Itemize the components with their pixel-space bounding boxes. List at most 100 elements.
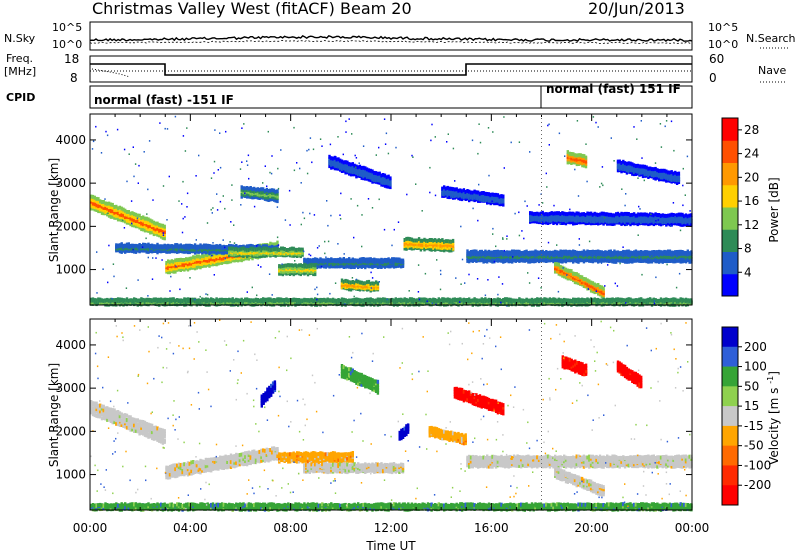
echo-cell <box>193 259 197 264</box>
echo-cell <box>367 262 371 267</box>
echo-cell <box>462 195 466 200</box>
echo-cell <box>665 169 668 174</box>
echo-cell <box>365 284 369 289</box>
echo-cell <box>97 297 100 302</box>
echo-cell <box>539 218 543 223</box>
cpid-panel <box>89 85 693 109</box>
echo-cell <box>629 217 632 222</box>
echo-cell <box>365 280 369 285</box>
echo-cell <box>387 298 390 303</box>
echo-cell <box>342 160 345 165</box>
echo-cell <box>271 194 274 199</box>
echo-cell <box>348 259 351 264</box>
echo-cell <box>593 290 596 295</box>
echo-cell <box>597 249 600 254</box>
echo-cell <box>618 251 621 256</box>
echo-cell <box>665 214 668 218</box>
echo-cell <box>118 243 122 248</box>
echo-cell <box>582 277 586 281</box>
echo-cell <box>272 247 276 252</box>
echo-cell <box>378 180 381 185</box>
echo-cell <box>107 210 111 215</box>
echo-cell <box>441 186 444 191</box>
echo-cell <box>589 288 593 293</box>
echo-cell <box>412 242 415 247</box>
echo-cell <box>303 257 306 262</box>
echo-cell <box>369 178 372 183</box>
echo-cell <box>364 169 367 174</box>
echo-cell <box>355 285 358 290</box>
echo-cell <box>263 253 267 258</box>
echo-cell <box>242 192 245 197</box>
echo-cell <box>344 160 347 165</box>
echo-cell <box>99 199 102 204</box>
echo-cell <box>335 263 338 268</box>
echo-cell <box>269 197 272 202</box>
echo-cell <box>672 213 675 217</box>
echo-cell <box>271 188 274 193</box>
echo-cell <box>443 192 446 197</box>
echo-cell <box>564 214 568 219</box>
echo-cell <box>133 212 136 217</box>
echo-cell <box>670 212 673 217</box>
echo-cell <box>591 281 595 286</box>
echo-cell <box>385 184 388 189</box>
echo-cell <box>568 154 571 159</box>
echo-cell <box>159 297 163 302</box>
echo-cell <box>589 283 593 288</box>
echo-cell <box>168 270 172 275</box>
echo-cell <box>563 270 566 275</box>
echo-cell <box>100 207 104 212</box>
echo-cell <box>204 258 208 263</box>
echo-cell <box>634 255 638 259</box>
echo-cell <box>679 257 682 262</box>
echo-cell <box>403 238 406 242</box>
echo-cell <box>487 254 491 259</box>
echo-cell <box>163 224 166 229</box>
echo-cell <box>279 251 283 256</box>
echo-cell <box>328 261 331 266</box>
echo-cell <box>466 298 469 302</box>
echo-cell <box>256 247 259 252</box>
echo-cell <box>339 158 342 163</box>
echo-cell <box>172 244 175 249</box>
echo-cell <box>620 211 623 216</box>
echo-cell <box>496 256 500 261</box>
echo-cell <box>650 173 654 177</box>
echo-cell <box>656 213 659 217</box>
echo-cell <box>552 221 555 225</box>
echo-cell <box>663 213 666 218</box>
echo-cell <box>518 252 521 257</box>
echo-cell <box>183 265 186 270</box>
echo-cell <box>115 213 118 218</box>
echo-cell <box>131 217 134 222</box>
echo-cell <box>271 242 274 247</box>
echo-cell <box>138 213 141 218</box>
echo-cell <box>512 252 516 257</box>
echo-cell <box>294 263 297 268</box>
echo-cell <box>577 253 580 258</box>
echo-cell <box>450 186 453 191</box>
echo-cell <box>297 247 301 252</box>
echo-cell <box>421 238 424 243</box>
echo-cell <box>584 155 588 160</box>
echo-cell <box>615 250 618 255</box>
echo-cell <box>398 257 401 262</box>
echo-cell <box>136 246 139 251</box>
echo-cell <box>138 298 141 303</box>
echo-cell <box>489 252 492 257</box>
echo-cell <box>666 249 670 254</box>
echo-cell <box>412 238 415 243</box>
echo-cell <box>158 248 161 253</box>
echo-cell <box>606 258 609 263</box>
echo-cell <box>278 252 281 257</box>
echo-cell <box>391 257 394 262</box>
echo-cell <box>267 198 270 202</box>
echo-cell <box>410 299 414 304</box>
echo-cell <box>265 253 268 258</box>
echo-cell <box>577 281 580 286</box>
echo-cell <box>197 298 200 303</box>
echo-cell <box>118 210 122 215</box>
echo-cell <box>572 211 575 216</box>
echo-cell <box>348 257 351 262</box>
